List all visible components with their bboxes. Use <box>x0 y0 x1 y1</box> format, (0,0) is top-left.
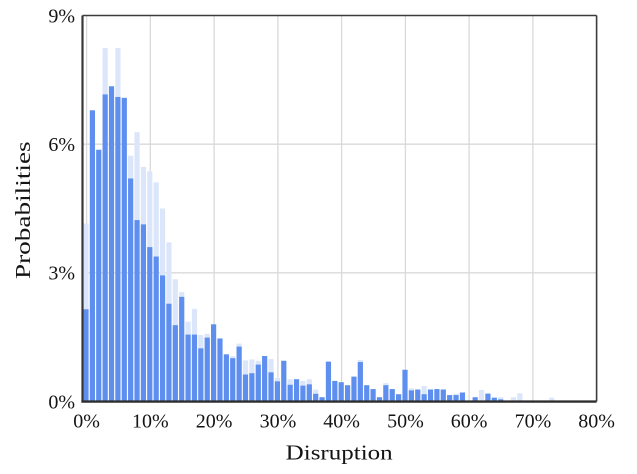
svg-text:30%: 30% <box>260 411 297 433</box>
svg-text:9%: 9% <box>48 5 75 27</box>
svg-text:50%: 50% <box>387 411 424 433</box>
svg-text:0%: 0% <box>73 411 100 433</box>
svg-text:Probabilities: Probabilities <box>11 141 35 279</box>
svg-text:6%: 6% <box>48 134 75 156</box>
svg-text:3%: 3% <box>48 263 75 285</box>
svg-text:80%: 80% <box>578 411 615 433</box>
svg-text:60%: 60% <box>451 411 488 433</box>
svg-text:Disruption: Disruption <box>286 441 394 465</box>
svg-text:0%: 0% <box>48 391 75 413</box>
svg-text:10%: 10% <box>132 411 169 433</box>
svg-text:20%: 20% <box>196 411 233 433</box>
svg-text:70%: 70% <box>515 411 552 433</box>
svg-text:40%: 40% <box>323 411 360 433</box>
